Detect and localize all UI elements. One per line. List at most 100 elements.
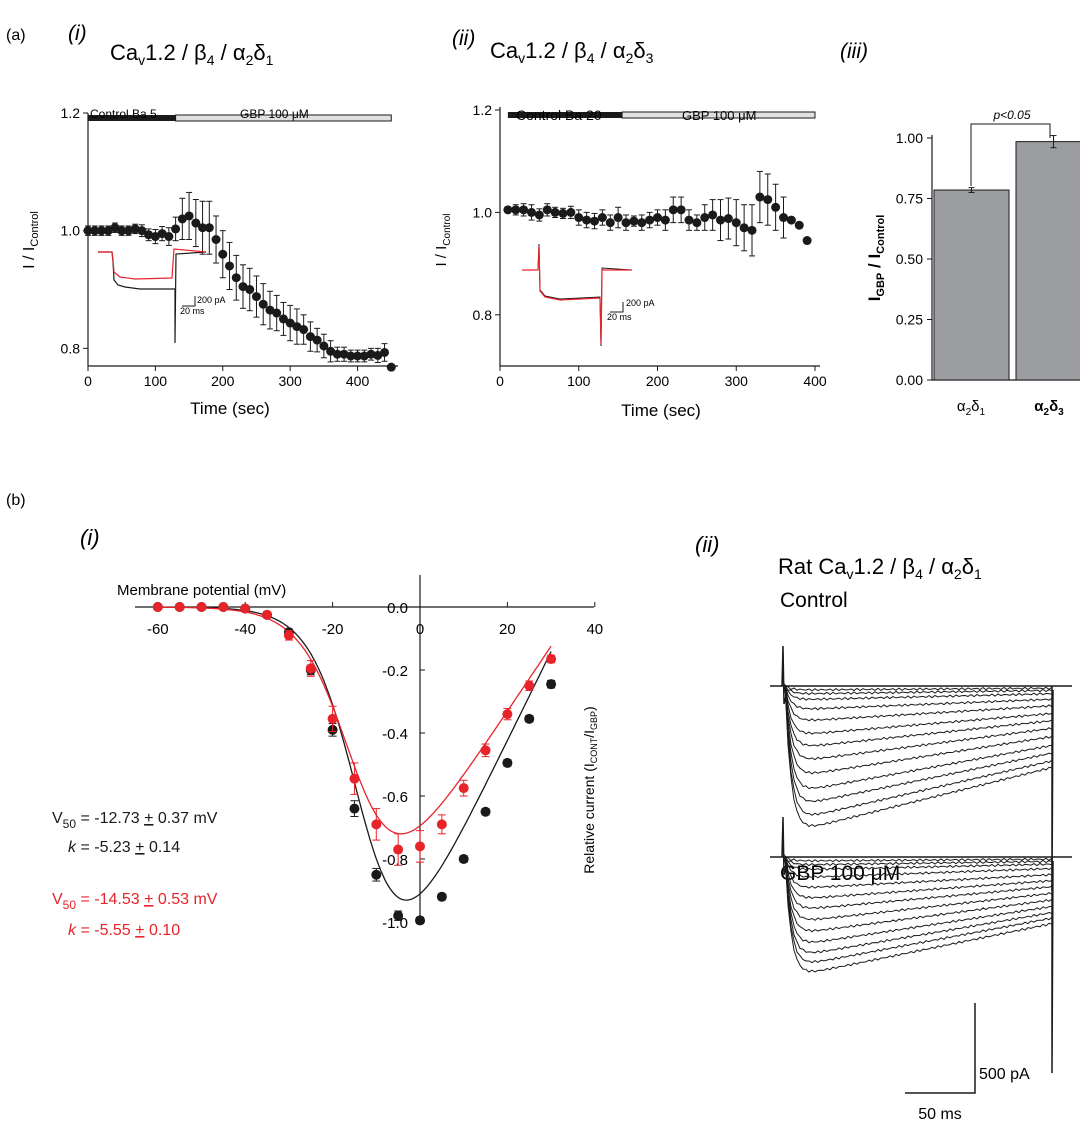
data-point (550, 207, 560, 217)
data-point (359, 351, 369, 361)
data-point (692, 218, 702, 228)
current-trace (784, 854, 1053, 867)
current-trace (784, 856, 1053, 921)
y-tick-label: 0.75 (896, 191, 923, 207)
data-point (653, 213, 662, 223)
current-trace (784, 856, 1053, 863)
x-tick-label: 400 (803, 373, 827, 389)
current-trace (784, 857, 1053, 899)
fit-red-k: k = -5.55 + 0.10 (68, 922, 180, 939)
data-point (700, 213, 710, 223)
data-point (668, 205, 678, 215)
data-point (519, 205, 529, 215)
y-tick-label: 0.8 (473, 307, 493, 323)
inset-scale-time-a-ii: 20 ms (607, 312, 632, 322)
trace-scale-current: 500 pA (979, 1066, 1030, 1083)
data-point (225, 261, 235, 271)
x-tick-label: 300 (725, 373, 749, 389)
x-tick-label: 40 (586, 621, 603, 638)
data-point (574, 213, 584, 223)
x-tick-label: 100 (144, 373, 168, 389)
inset-scale-current-a-i: 200 pA (197, 295, 226, 305)
data-point (90, 226, 100, 236)
panel-label-ai: (i) (68, 22, 87, 45)
current-trace (784, 857, 1053, 933)
data-point (524, 713, 535, 724)
data-point (349, 773, 360, 784)
control-label-a-i: Control Ba 5 (90, 107, 157, 121)
trace-label-gbp: GBP 100 μM (780, 862, 900, 885)
data-point (157, 229, 167, 239)
current-trace (784, 857, 1053, 871)
current-trace (784, 685, 1053, 722)
data-point (305, 663, 316, 674)
data-point (299, 325, 309, 335)
data-point (676, 205, 686, 215)
inset-scalebar-a-ii (610, 302, 624, 313)
data-point (708, 210, 718, 220)
data-point (524, 680, 535, 691)
data-point (436, 891, 447, 902)
gbp-label-a-ii: GBP 100 μM (682, 108, 756, 123)
gbp-label-a-i: GBP 100 μM (240, 107, 309, 121)
data-point (637, 218, 647, 228)
current-trace (784, 856, 1053, 879)
gbp-bar-a-i (175, 114, 392, 122)
x-tick-label: -40 (234, 621, 256, 638)
header-bii: Rat Cav1.2 / β4 / α2δ1 (778, 554, 982, 582)
data-point (755, 192, 765, 202)
data-point (349, 803, 360, 814)
data-point (312, 335, 322, 345)
chart-a-i: 0 100 200 300 400 0.8 1.0 1.2 Control Ba 5 GBP … (21, 105, 398, 418)
current-trace (784, 685, 1053, 761)
data-point (771, 202, 781, 212)
gbp-bar-a-ii (621, 111, 816, 119)
iv-ylabel: Relative current (ICONT/IGBP) (581, 706, 599, 873)
data-point (171, 224, 181, 234)
fit-black-k: k = -5.23 + 0.14 (68, 839, 180, 856)
data-point (278, 314, 288, 324)
data-point (327, 713, 338, 724)
header-ai: Cav1.2 / β4 / α2δ1 (110, 40, 274, 68)
data-point (196, 602, 207, 612)
data-point (238, 282, 248, 292)
category-label-a2d1: α2δ1 (957, 398, 986, 418)
bar (933, 189, 1010, 381)
data-point (117, 226, 127, 236)
data-point (204, 223, 214, 233)
panel-label-bi: (i) (80, 525, 100, 550)
data-point (339, 349, 349, 359)
data-point (546, 679, 557, 690)
data-point (137, 226, 147, 236)
category-label-a2d3: α2δ3 (1034, 398, 1064, 418)
data-point (285, 318, 295, 328)
fit-curve (157, 606, 552, 901)
data-point (534, 210, 544, 220)
header-aii: Cav1.2 / β4 / α2δ3 (490, 38, 654, 66)
x-tick-label: -60 (147, 621, 169, 638)
y-tick-label: -0.2 (382, 663, 408, 680)
data-point (597, 213, 607, 223)
data-point (366, 349, 376, 359)
x-tick-label: -20 (322, 621, 344, 638)
data-point (218, 249, 228, 259)
current-trace (784, 683, 1053, 696)
data-point (458, 783, 469, 794)
data-point (566, 207, 576, 217)
fit-black-v50: V50 = -12.73 + 0.37 mV (52, 810, 218, 831)
data-point (184, 211, 194, 221)
xlabel-a-ii: Time (sec) (621, 401, 701, 420)
y-tick-label: 0.25 (896, 312, 923, 328)
trace-family-control (770, 645, 1072, 891)
data-point (480, 745, 491, 756)
current-trace (784, 685, 1053, 711)
x-tick-label: 100 (567, 373, 591, 389)
data-point (747, 225, 757, 235)
data-point (326, 346, 336, 356)
data-point (283, 630, 294, 641)
current-trace (784, 857, 1053, 964)
data-point (393, 910, 404, 921)
data-point (123, 226, 133, 236)
current-trace (784, 684, 1053, 790)
